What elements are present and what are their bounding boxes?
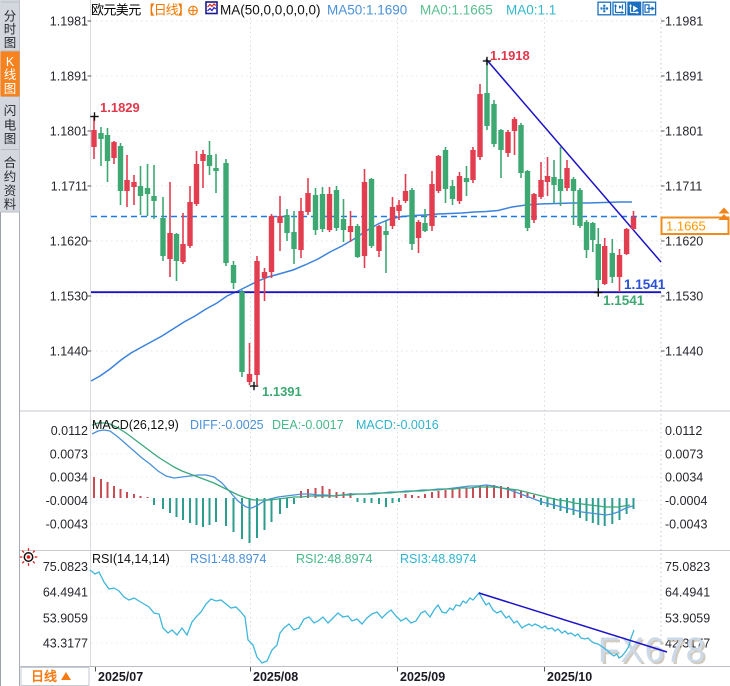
svg-text:MA50:1.1690: MA50:1.1690 <box>327 3 407 18</box>
svg-text:闪: 闪 <box>4 104 17 118</box>
svg-text:0.0034: 0.0034 <box>50 471 88 485</box>
svg-text:欧元美元: 欧元美元 <box>91 3 141 18</box>
svg-text:1.1829: 1.1829 <box>100 100 140 115</box>
svg-text:RSI(14,14,14): RSI(14,14,14) <box>92 552 170 566</box>
svg-text:电: 电 <box>4 119 17 133</box>
svg-text:资: 资 <box>4 184 17 198</box>
svg-text:RSI3:48.8974: RSI3:48.8974 <box>400 552 476 566</box>
svg-text:0.0073: 0.0073 <box>50 448 88 462</box>
svg-text:【日线】: 【日线】 <box>142 3 189 18</box>
svg-text:1.1530: 1.1530 <box>50 290 88 304</box>
svg-text:图: 图 <box>4 132 17 146</box>
svg-text:1.1981: 1.1981 <box>665 15 703 29</box>
svg-text:K: K <box>6 55 15 69</box>
svg-text:1.1440: 1.1440 <box>665 345 703 359</box>
svg-text:2025/08: 2025/08 <box>253 670 298 684</box>
svg-text:53.9059: 53.9059 <box>665 612 710 626</box>
svg-text:FX678: FX678 <box>598 631 706 670</box>
svg-text:1.1541: 1.1541 <box>603 293 645 308</box>
svg-text:2025/10: 2025/10 <box>547 670 592 684</box>
svg-text:线: 线 <box>4 68 17 82</box>
svg-text:64.4941: 64.4941 <box>665 586 710 600</box>
svg-text:1.1981: 1.1981 <box>50 15 88 29</box>
svg-text:1.1918: 1.1918 <box>490 48 530 63</box>
svg-text:MA(50,0,0,0,0,0): MA(50,0,0,0,0,0) <box>220 3 321 18</box>
svg-text:1.1391: 1.1391 <box>262 384 302 399</box>
svg-text:0.0073: 0.0073 <box>665 448 703 462</box>
svg-text:1.1620: 1.1620 <box>665 235 703 249</box>
svg-text:1.1801: 1.1801 <box>50 125 88 139</box>
svg-text:0.0112: 0.0112 <box>51 424 88 438</box>
svg-text:-0.0004: -0.0004 <box>46 494 88 508</box>
svg-text:1.1665: 1.1665 <box>666 219 706 234</box>
svg-text:MA0:1.1665: MA0:1.1665 <box>420 3 493 18</box>
svg-text:1.1891: 1.1891 <box>50 70 88 84</box>
svg-text:0.0034: 0.0034 <box>665 471 703 485</box>
svg-text:1.1620: 1.1620 <box>50 235 88 249</box>
svg-text:0.0112: 0.0112 <box>665 424 702 438</box>
svg-text:MACD:-0.0016: MACD:-0.0016 <box>356 418 439 432</box>
svg-text:FX678: FX678 <box>600 633 708 672</box>
svg-text:-0.0043: -0.0043 <box>665 518 707 532</box>
svg-text:DIFF:-0.0025: DIFF:-0.0025 <box>190 418 264 432</box>
svg-text:MACD(26,12,9): MACD(26,12,9) <box>92 418 179 432</box>
svg-text:53.9059: 53.9059 <box>43 612 88 626</box>
svg-text:42.3177: 42.3177 <box>665 637 710 651</box>
svg-text:75.0823: 75.0823 <box>43 560 88 574</box>
svg-text:1.1801: 1.1801 <box>665 125 703 139</box>
svg-text:-0.0004: -0.0004 <box>665 494 707 508</box>
svg-text:RSI1:48.8974: RSI1:48.8974 <box>190 552 266 566</box>
svg-text:64.4941: 64.4941 <box>43 586 88 600</box>
svg-text:1.1711: 1.1711 <box>665 180 702 194</box>
svg-text:约: 约 <box>4 169 17 184</box>
svg-text:43.3177: 43.3177 <box>43 637 88 651</box>
svg-text:图: 图 <box>4 82 17 96</box>
svg-text:1.1711: 1.1711 <box>51 180 88 194</box>
svg-text:2025/09: 2025/09 <box>400 670 445 684</box>
svg-text:日线: 日线 <box>31 669 57 684</box>
svg-text:75.0823: 75.0823 <box>665 560 710 574</box>
svg-text:DEA:-0.0017: DEA:-0.0017 <box>272 418 344 432</box>
svg-text:MA0:1.1: MA0:1.1 <box>506 3 556 18</box>
svg-text:1.1541: 1.1541 <box>624 277 666 292</box>
svg-text:1.1891: 1.1891 <box>665 70 703 84</box>
svg-text:分: 分 <box>4 10 17 24</box>
svg-text:料: 料 <box>4 198 17 212</box>
svg-text:1.1440: 1.1440 <box>50 345 88 359</box>
svg-text:RSI2:48.8974: RSI2:48.8974 <box>296 552 372 566</box>
svg-text:-0.0043: -0.0043 <box>46 518 88 532</box>
svg-text:时: 时 <box>4 23 17 37</box>
svg-text:2025/07: 2025/07 <box>98 670 143 684</box>
svg-text:图: 图 <box>4 36 17 50</box>
svg-text:1.1530: 1.1530 <box>665 290 703 304</box>
svg-text:合: 合 <box>4 155 17 170</box>
